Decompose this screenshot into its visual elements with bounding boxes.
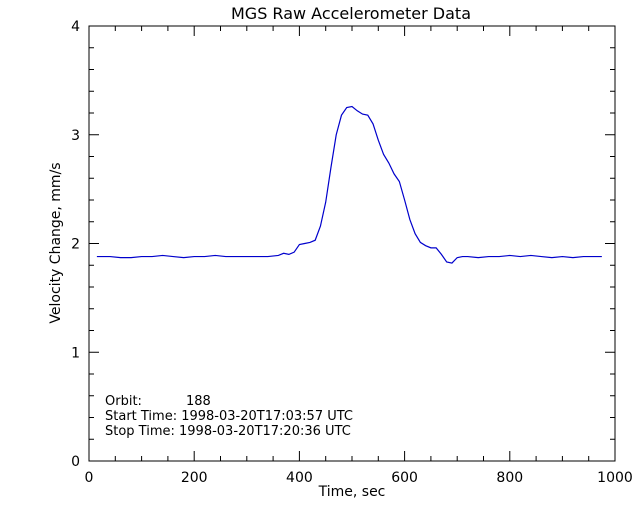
- y-axis-label: Velocity Change, mm/s: [48, 162, 64, 323]
- axis-tick-labels: 0 200 400 600 800 1000 0 1 2 3 4: [71, 19, 633, 486]
- x-axis-label: Time, sec: [318, 484, 386, 500]
- stop-time-text: Stop Time: 1998-03-20T17:20:36 UTC: [105, 424, 351, 439]
- orbit-label: Orbit:: [105, 394, 142, 409]
- y-tick-label: 4: [71, 19, 80, 35]
- x-tick-label: 400: [286, 470, 313, 486]
- orbit-annotations: Orbit: 188 Start Time: 1998-03-20T17:03:…: [105, 394, 353, 439]
- x-tick-label: 200: [181, 470, 208, 486]
- x-tick-label: 0: [85, 470, 94, 486]
- y-tick-label: 1: [71, 345, 80, 361]
- orbit-value: 188: [186, 394, 211, 409]
- y-tick-label: 2: [71, 237, 80, 253]
- y-tick-label: 3: [71, 128, 80, 144]
- x-tick-label: 1000: [597, 470, 633, 486]
- x-tick-label: 800: [496, 470, 523, 486]
- axis-ticks: [88, 25, 616, 462]
- plot-frame: [88, 25, 616, 462]
- chart-title: MGS Raw Accelerometer Data: [231, 4, 471, 23]
- x-tick-label: 600: [391, 470, 418, 486]
- velocity-series-line: [96, 105, 602, 264]
- y-tick-label: 0: [71, 454, 80, 470]
- start-time-text: Start Time: 1998-03-20T17:03:57 UTC: [105, 409, 353, 424]
